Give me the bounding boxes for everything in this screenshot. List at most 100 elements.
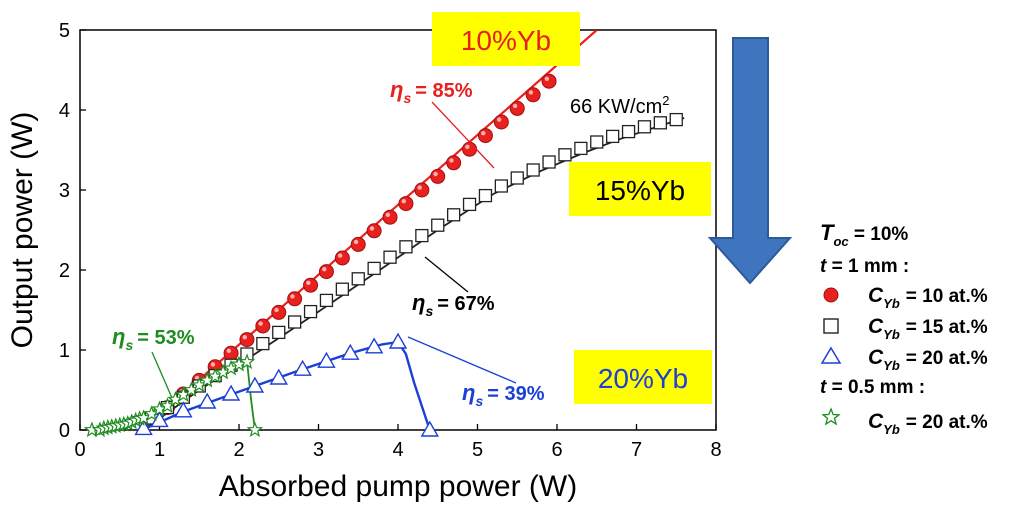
data-point-highlight (274, 307, 279, 313)
label-15yb: 15%Yb (595, 175, 685, 206)
legend-entry-2: CYb = 15 at.% (868, 315, 988, 342)
data-point-circle (493, 114, 509, 130)
data-point-square (319, 293, 334, 308)
data-point-circle (271, 304, 287, 320)
slope-leader-blue (407, 336, 517, 384)
data-point-highlight (226, 348, 232, 353)
data-point-square (637, 120, 652, 134)
slope-leader-green (151, 351, 173, 399)
data-point-square (510, 171, 524, 185)
data-point-circle (541, 73, 557, 89)
data-point-square (272, 325, 286, 340)
legend-thickness-05mm: t = 0.5 mm : (820, 377, 925, 398)
data-point-triangle (420, 420, 440, 437)
legend-thickness-1mm: t = 1 mm : (820, 256, 909, 277)
data-point-circle (414, 182, 430, 198)
data-point-circle (287, 291, 303, 307)
data-point-square (446, 208, 461, 222)
data-point-circle (318, 264, 334, 280)
data-point-highlight (306, 280, 311, 285)
data-point-star (246, 421, 264, 438)
data-point-square (606, 129, 620, 144)
data-point-highlight (322, 267, 327, 272)
data-point-circle (446, 155, 462, 171)
slope-label-blue: ηs = 39% (462, 380, 545, 409)
data-point-square (383, 250, 397, 264)
x-tick-label: 6 (551, 439, 562, 461)
data-point-highlight (544, 76, 550, 82)
slope-label-green: ηs = 53% (112, 324, 195, 353)
data-point-highlight (369, 226, 375, 231)
y-tick-label: 3 (59, 180, 70, 202)
data-point-highlight (401, 199, 406, 204)
data-point-triangle (134, 418, 153, 436)
data-point-circle (223, 345, 239, 361)
data-point-square (256, 336, 270, 351)
data-point-highlight (481, 131, 486, 136)
data-point-triangle (245, 376, 265, 393)
legend-toc: Toc = 10% (820, 220, 908, 249)
data-point-square (542, 155, 556, 169)
data-point-circle (430, 168, 446, 184)
data-point-circle (398, 196, 414, 212)
legend: Toc = 10% t = 1 mm : CYb = 10 at.% CYb = 1… (820, 220, 988, 437)
slope-leader-black (424, 256, 469, 293)
data-point-square (431, 218, 445, 232)
data-point-highlight (496, 117, 502, 122)
data-point-highlight (385, 212, 391, 217)
data-point-square (303, 304, 318, 319)
x-tick-label: 3 (313, 439, 324, 461)
label-box-10yb (432, 12, 580, 66)
data-point-triangle (364, 337, 384, 354)
y-tick-label: 2 (59, 260, 70, 282)
down-arrow-icon (707, 37, 793, 285)
y-tick-label: 0 (59, 420, 70, 442)
data-point-triangle (269, 368, 288, 385)
data-point-circle (334, 250, 350, 266)
data-point-circle (477, 128, 493, 144)
data-point-triangle (174, 401, 193, 418)
data-point-highlight (512, 103, 518, 109)
data-point-highlight (210, 362, 216, 367)
y-tick-label: 5 (59, 20, 70, 42)
data-point-highlight (465, 144, 470, 149)
data-point-square (669, 112, 683, 127)
data-point-square (526, 163, 540, 177)
data-point-square (478, 188, 493, 203)
data-point-highlight (194, 375, 200, 381)
legend-entry-4: CYb = 20 at.% (868, 410, 988, 437)
label-20yb: 20%Yb (598, 363, 688, 394)
plot-area: 0 1 2 3 4 5 6 7 8 0 1 2 3 4 5 (59, 20, 722, 461)
y-axis-label: Output power (W) (6, 112, 39, 349)
data-point-highlight (449, 158, 454, 163)
data-point-highlight (337, 253, 343, 258)
data-point-triangle (388, 332, 408, 349)
label-10yb: 10%Yb (461, 25, 551, 56)
legend-marker-star (821, 407, 841, 426)
data-point-square (653, 116, 667, 130)
data-point-circle (239, 332, 255, 348)
intensity-label: 66 KW/cm2 (570, 93, 669, 118)
label-box-15yb (569, 162, 711, 216)
data-point-star (238, 353, 256, 370)
data-point-triangle (221, 384, 241, 401)
data-point-triangle (293, 359, 312, 376)
y-tick-label: 1 (59, 340, 70, 362)
x-tick-label: 7 (631, 439, 642, 461)
data-point-square (574, 141, 588, 156)
data-point-circle (509, 100, 525, 116)
x-tick-label: 1 (154, 439, 165, 461)
data-point-highlight (528, 90, 534, 95)
data-point-highlight (290, 294, 295, 299)
data-point-square (351, 272, 365, 286)
y-tick-label: 4 (59, 100, 70, 122)
data-point-square (367, 261, 381, 276)
legend-entry-3: CYb = 20 at.% (868, 346, 988, 373)
data-point-square (558, 148, 572, 162)
slope-label-red: ηs = 85% (390, 77, 473, 106)
legend-marker-square (823, 318, 839, 334)
x-tick-label: 4 (392, 439, 403, 461)
data-point-circle (350, 236, 366, 252)
data-point-triangle (317, 351, 336, 368)
legend-marker-circle (823, 287, 839, 303)
